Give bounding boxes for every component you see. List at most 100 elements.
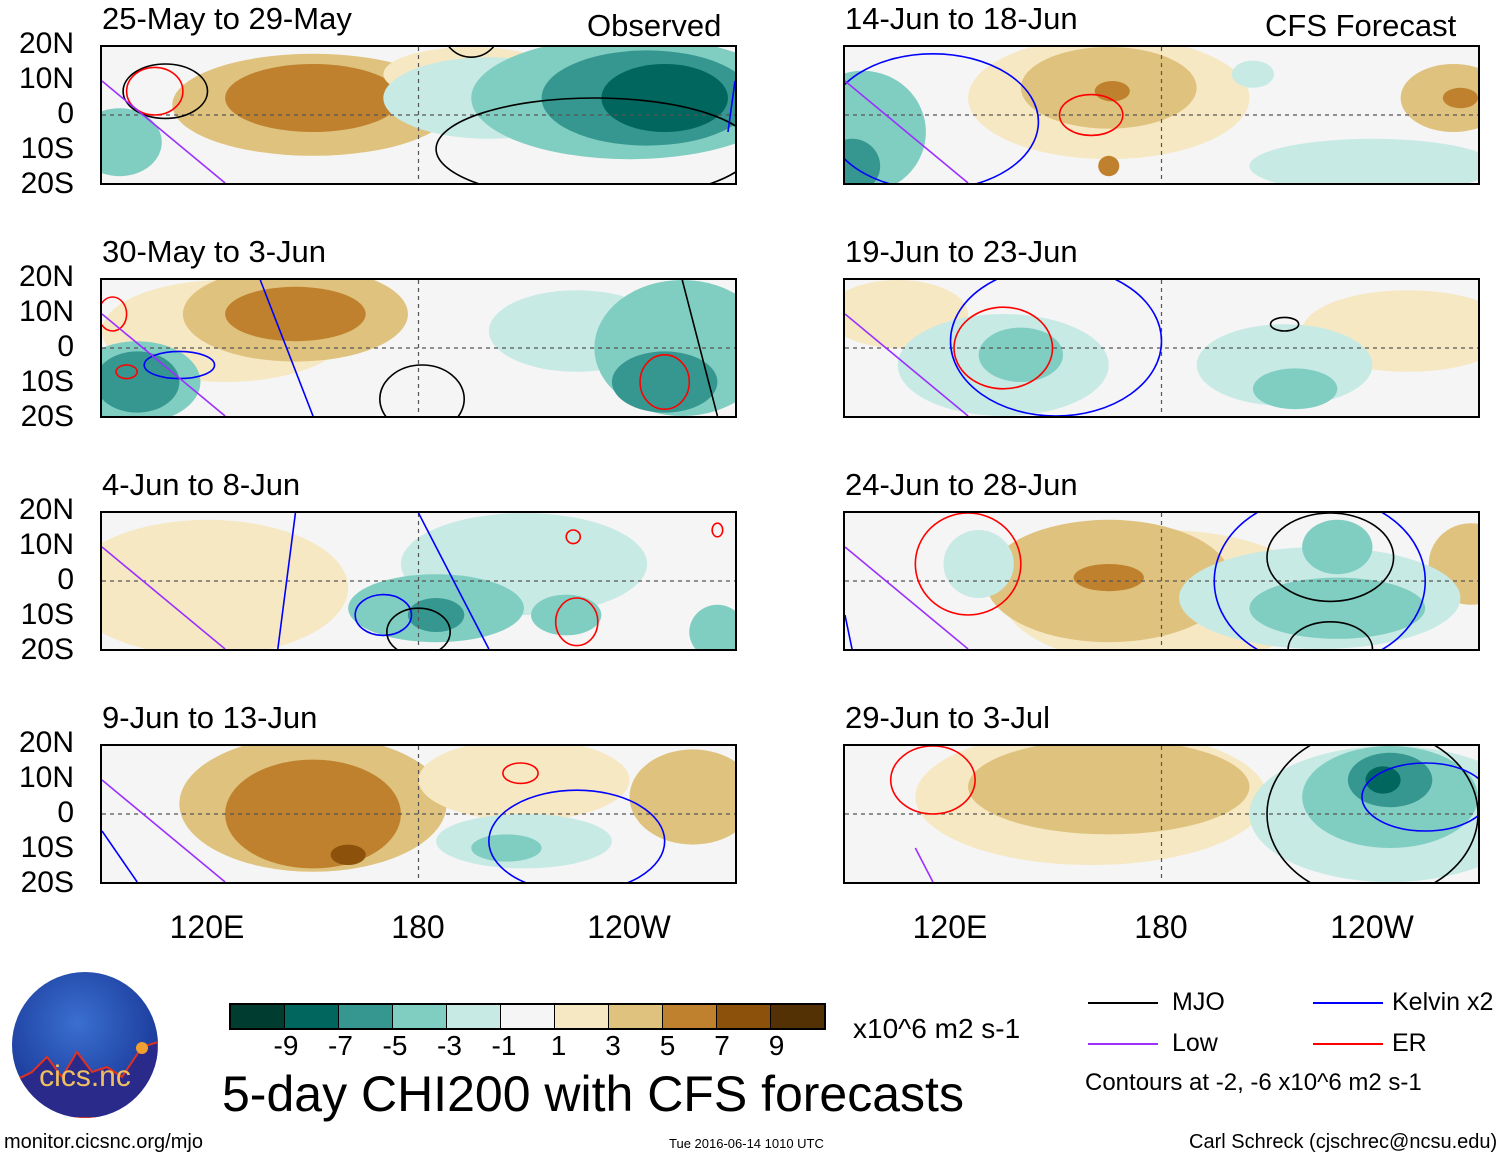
er-contour [640, 355, 689, 409]
footer-timestamp: Tue 2016-06-14 1010 UTC [669, 1136, 824, 1151]
anomaly-region [1302, 519, 1373, 575]
kelvin-contour [951, 280, 1162, 416]
cicsnc-logo: cics.nc [12, 972, 158, 1118]
legend-er-line [1313, 1043, 1383, 1045]
lat-tick-label: 10N [18, 761, 74, 794]
lat-tick-label: 10S [20, 831, 74, 864]
anomaly-region [407, 598, 465, 632]
mjo-contour [380, 365, 464, 416]
er-contour [1060, 95, 1123, 136]
kelvin-contour-line [102, 831, 137, 882]
panel-title: 25-May to 29-May [102, 1, 352, 36]
low-contour-line [102, 547, 225, 649]
legend-contour-note: Contours at -2, -6 x10^6 m2 s-1 [1085, 1069, 1422, 1096]
map-panel [100, 45, 737, 185]
mjo-contour [1267, 746, 1478, 882]
anomaly-region [330, 844, 366, 865]
anomaly-region [611, 351, 718, 413]
low-contour-line [845, 547, 968, 649]
anomaly-region [629, 749, 735, 845]
mjo-contour [123, 64, 207, 118]
lat-tick-label: 0 [57, 97, 74, 130]
observed-label: Observed [587, 8, 722, 43]
mjo-contour [1267, 513, 1394, 601]
er-contour [503, 763, 538, 783]
colorbar-swatch [231, 1005, 285, 1028]
map-panel [100, 744, 737, 884]
kelvin-contour [355, 595, 411, 636]
map-panel [843, 511, 1480, 651]
er-contour [127, 67, 183, 115]
lat-tick-label: 20S [20, 167, 74, 200]
anomaly-region [225, 286, 366, 342]
mjo-contour [436, 98, 735, 183]
kelvin-contour-line [728, 81, 735, 132]
kelvin-contour [489, 790, 665, 882]
mjo-contour [1271, 317, 1299, 331]
map-panel [100, 278, 737, 418]
panel-title: 9-Jun to 13-Jun [102, 700, 318, 735]
colorbar-swatch [501, 1005, 555, 1028]
main-title: 5-day CHI200 with CFS forecasts [222, 1066, 964, 1122]
map-panel [100, 511, 737, 651]
er-contour [712, 523, 723, 537]
lat-tick-label: 20N [18, 493, 74, 526]
colorbar-tick-label: -5 [382, 1030, 408, 1061]
lat-tick-label: 10S [20, 598, 74, 631]
panel-title: 14-Jun to 18-Jun [845, 1, 1078, 36]
lon-tick-label: 120W [1330, 909, 1414, 945]
cfs-forecast-label: CFS Forecast [1265, 8, 1457, 43]
colorbar-tick-label: 7 [714, 1030, 730, 1061]
footer-credit: Carl Schreck (cjschrec@ncsu.edu) [1189, 1131, 1498, 1153]
lon-tick-label: 180 [391, 909, 445, 945]
anomaly-region [1094, 81, 1130, 102]
lon-tick-label: 120E [912, 909, 988, 945]
kelvin-contour-line [845, 615, 852, 649]
anomaly-region [1249, 577, 1426, 639]
low-contour-line [845, 314, 968, 416]
mjo-contour [387, 608, 450, 649]
logo-mountains-icon [12, 1040, 158, 1118]
er-contour [566, 530, 580, 544]
anomaly-region [968, 746, 1250, 835]
colorbar-tick-label: 5 [659, 1030, 676, 1061]
map-panel [843, 744, 1480, 884]
er-contour [556, 598, 598, 646]
anomaly-region [1098, 155, 1120, 177]
kelvin-contour [845, 54, 1038, 183]
panel-title: 4-Jun to 8-Jun [102, 467, 301, 502]
low-contour-line [102, 780, 225, 882]
anomaly-region [689, 604, 735, 649]
footer-url[interactable]: monitor.cicsnc.org/mjo [4, 1131, 203, 1153]
colorbar-swatch [771, 1005, 824, 1028]
anomaly-region [1442, 87, 1478, 109]
mjo-contour [1288, 622, 1372, 649]
map-panel [843, 278, 1480, 418]
colorbar-units: x10^6 m2 s-1 [853, 1013, 1021, 1044]
colorbar [229, 1003, 826, 1030]
lon-tick-label: 120E [169, 909, 245, 945]
colorbar-tick-label: -3 [437, 1030, 462, 1061]
lat-tick-label: 10S [20, 132, 74, 165]
er-contour [954, 307, 1052, 389]
legend-low-line [1088, 1043, 1158, 1045]
lat-tick-label: 10N [18, 528, 74, 561]
legend-low-label: Low [1172, 1029, 1218, 1057]
lat-tick-label: 10N [18, 62, 74, 95]
map-panel [843, 45, 1480, 185]
panel-title: 19-Jun to 23-Jun [845, 234, 1078, 269]
legend-mjo-label: MJO [1172, 988, 1225, 1016]
colorbar-tick-label: -9 [273, 1030, 299, 1061]
colorbar-tick-label: 3 [605, 1030, 621, 1061]
lat-tick-label: 0 [57, 563, 74, 596]
anomaly-region [531, 594, 602, 636]
colorbar-tick-label: -7 [328, 1030, 353, 1061]
anomaly-region [978, 327, 1064, 382]
kelvin-contour-line [278, 513, 296, 649]
legend-er-label: ER [1392, 1029, 1427, 1057]
colorbar-swatch [555, 1005, 609, 1028]
mjo-contour-line [682, 280, 717, 416]
legend-kelvin-label: Kelvin x2 [1392, 988, 1494, 1016]
lat-tick-label: 20S [20, 866, 74, 899]
low-contour-line [845, 81, 968, 183]
